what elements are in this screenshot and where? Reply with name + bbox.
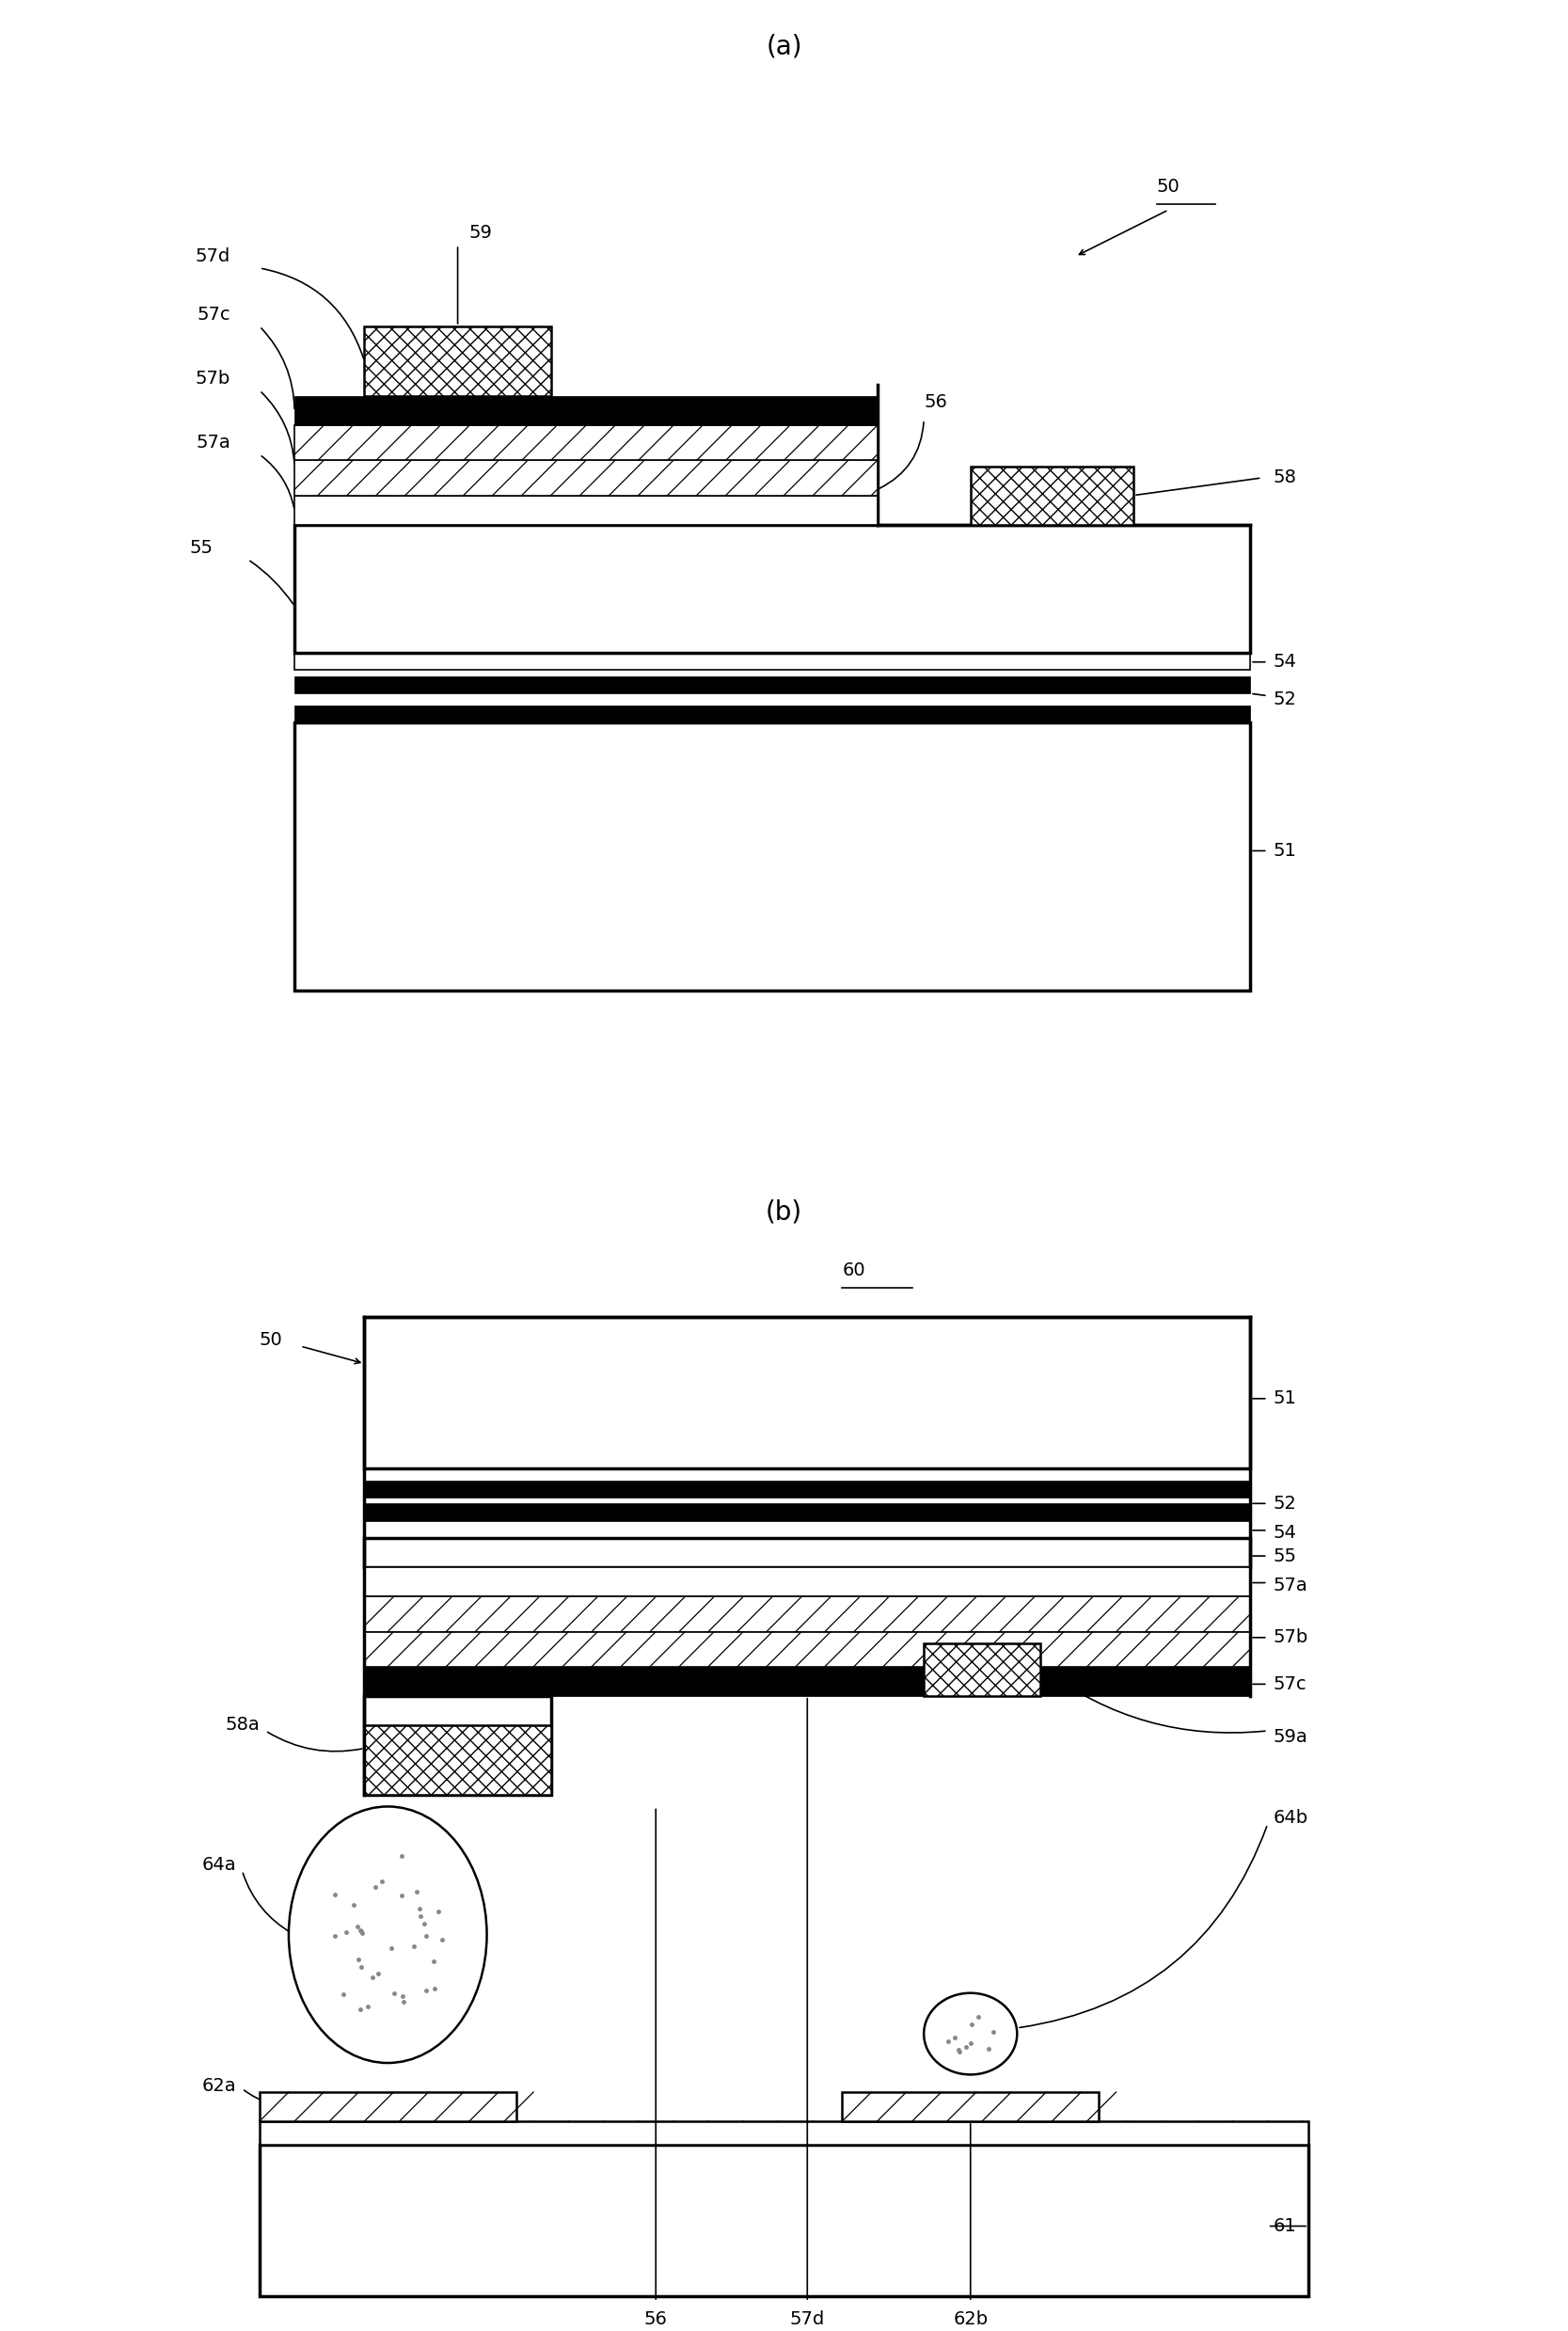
Bar (260, 2121, 1308, 2145)
Text: 56: 56 (924, 394, 947, 410)
Text: 57d: 57d (196, 247, 230, 266)
Bar (971, 466, 1134, 524)
Text: 51: 51 (1273, 1389, 1297, 1408)
Text: 50: 50 (260, 1331, 282, 1350)
Bar (295, 653, 1250, 671)
Text: 56: 56 (644, 2310, 668, 2329)
Text: 58: 58 (1273, 469, 1297, 487)
Text: 57b: 57b (1273, 1629, 1309, 1646)
Text: 64b: 64b (1273, 1809, 1308, 1828)
Text: 59a: 59a (1273, 1727, 1308, 1746)
Bar (364, 1522, 1250, 1538)
Bar (364, 1480, 1250, 1499)
Text: 54: 54 (1273, 653, 1297, 671)
Text: 62a: 62a (202, 2077, 237, 2096)
Text: 64a: 64a (202, 1855, 237, 1874)
Text: 57d: 57d (790, 2310, 825, 2329)
Bar (295, 396, 877, 427)
Text: 58a: 58a (224, 1716, 260, 1734)
Text: (a): (a) (765, 33, 803, 61)
Bar (364, 1725, 550, 1795)
Text: 62b: 62b (953, 2310, 988, 2329)
Bar (295, 704, 1250, 723)
Text: 50: 50 (1157, 177, 1181, 196)
Text: 57a: 57a (1273, 1576, 1308, 1594)
Text: 61: 61 (1273, 2217, 1297, 2235)
Text: 57c: 57c (198, 305, 230, 324)
Bar (364, 1538, 1250, 1566)
Text: 52: 52 (1273, 1494, 1297, 1513)
Text: 51: 51 (1273, 841, 1297, 860)
Text: 55: 55 (190, 538, 213, 557)
Ellipse shape (924, 1993, 1018, 2075)
Bar (364, 1566, 1250, 1597)
Ellipse shape (289, 1807, 486, 2063)
Text: 55: 55 (1273, 1548, 1297, 1564)
Bar (364, 1667, 1250, 1697)
Bar (260, 2093, 516, 2121)
Bar (295, 676, 1250, 695)
Bar (364, 1597, 1250, 1632)
Bar (364, 1503, 1250, 1522)
Text: 57a: 57a (196, 434, 230, 452)
Text: (b): (b) (765, 1198, 803, 1226)
Bar (842, 2093, 1099, 2121)
Bar (295, 723, 1250, 991)
Bar (364, 1317, 1250, 1469)
Bar (364, 326, 550, 396)
Bar (295, 524, 1250, 653)
Text: 57b: 57b (196, 371, 230, 387)
Bar (295, 424, 877, 462)
Bar (364, 1697, 550, 1795)
Bar (295, 459, 877, 494)
Text: 52: 52 (1273, 690, 1297, 709)
Text: 59: 59 (469, 224, 492, 242)
Bar (295, 497, 877, 524)
Bar (260, 2145, 1308, 2296)
Bar (364, 1632, 1250, 1667)
Text: 57c: 57c (1273, 1676, 1308, 1692)
Bar (924, 1643, 1041, 1697)
Text: 60: 60 (842, 1261, 866, 1280)
Text: 54: 54 (1273, 1524, 1297, 1541)
